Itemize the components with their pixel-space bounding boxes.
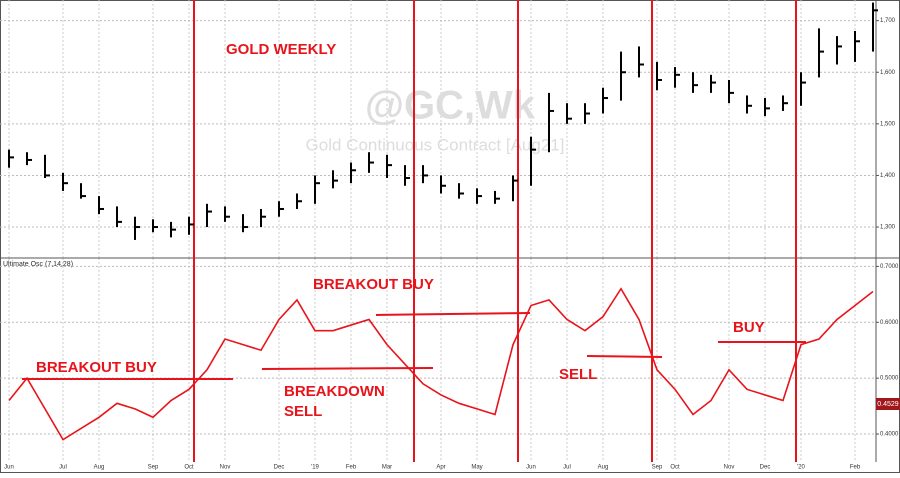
x-tick-label: Apr xyxy=(436,465,445,471)
annotation: BREAKDOWN xyxy=(284,383,385,400)
x-tick-label: Sep xyxy=(148,465,159,471)
osc-line xyxy=(8,287,874,441)
x-tick-label: May xyxy=(471,465,482,471)
annotation: SELL xyxy=(559,366,597,383)
annotation: BREAKOUT BUY xyxy=(313,276,434,293)
x-tick-label: '19 xyxy=(311,465,319,471)
x-tick-label: Jun xyxy=(526,465,536,471)
level-line xyxy=(261,367,434,370)
event-lines xyxy=(22,0,806,462)
y-tick-label: 1,700 xyxy=(880,18,896,24)
y-tick-label: 1,600 xyxy=(880,70,896,76)
y-tick-label: 1,400 xyxy=(880,173,896,179)
annotation: BREAKOUT BUY xyxy=(36,359,157,376)
watermark: @GC,Wk xyxy=(365,84,536,128)
x-tick-label: Nov xyxy=(724,465,735,471)
x-tick-label: Dec xyxy=(274,465,285,471)
x-tick-label: Nov xyxy=(220,465,231,471)
x-tick-label: Jul xyxy=(59,465,67,471)
value-badge: 0.4529 xyxy=(877,401,899,408)
y-tick-label: 0.5000 xyxy=(880,376,899,382)
x-tick-label: Jul xyxy=(563,465,571,471)
x-tick-label: Mar xyxy=(382,465,392,471)
level-line xyxy=(586,355,663,358)
annotation: SELL xyxy=(284,403,322,420)
x-tick-label: Aug xyxy=(598,465,609,471)
x-tick-label: Oct xyxy=(184,465,194,471)
x-tick-label: '20 xyxy=(797,465,805,471)
chart-title: GOLD WEEKLY xyxy=(226,41,336,58)
y-tick-label: 0.4000 xyxy=(880,432,899,438)
annotation: BUY xyxy=(733,319,765,336)
x-tick-label: Feb xyxy=(850,465,861,471)
panel-title: Ultimate Osc (7,14,28) xyxy=(3,261,73,268)
x-tick-label: Dec xyxy=(760,465,771,471)
watermark-subtitle: Gold Continuous Contract [Aug21] xyxy=(306,135,565,154)
x-tick-label: Oct xyxy=(670,465,680,471)
level-line xyxy=(375,312,531,316)
y-tick-label: 1,300 xyxy=(880,225,896,231)
x-tick-label: Aug xyxy=(94,465,105,471)
y-tick-label: 1,500 xyxy=(880,121,896,127)
y-tick-label: 0.7000 xyxy=(880,264,899,270)
value-badge-bg xyxy=(876,398,900,410)
x-tick-label: Feb xyxy=(346,465,357,471)
x-tick-label: Sep xyxy=(652,465,663,471)
x-tick-label: Jun xyxy=(4,465,14,471)
y-tick-label: 0.6000 xyxy=(880,320,899,326)
